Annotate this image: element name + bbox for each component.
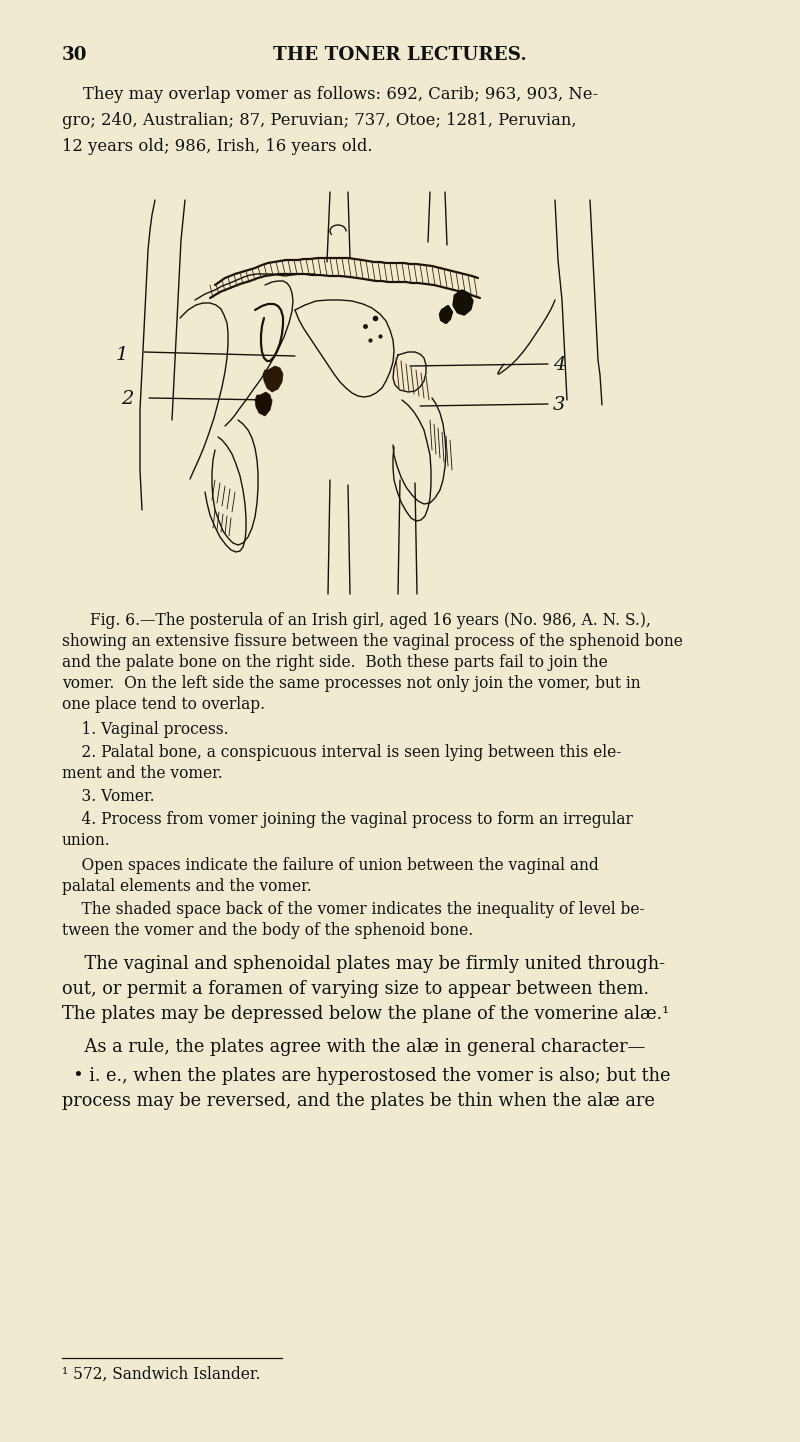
Text: union.: union. — [62, 832, 110, 849]
Text: ¹ 572, Sandwich Islander.: ¹ 572, Sandwich Islander. — [62, 1366, 261, 1383]
Text: The plates may be depressed below the plane of the vomerine alæ.¹: The plates may be depressed below the pl… — [62, 1005, 669, 1022]
Polygon shape — [440, 306, 452, 323]
Polygon shape — [255, 392, 272, 415]
Text: • i. e., when the plates are hyperostosed the vomer is also; but the: • i. e., when the plates are hyperostose… — [62, 1067, 670, 1084]
Text: process may be reversed, and the plates be thin when the alæ are: process may be reversed, and the plates … — [62, 1092, 655, 1110]
Text: 3: 3 — [553, 397, 566, 414]
Text: palatal elements and the vomer.: palatal elements and the vomer. — [62, 878, 312, 895]
Text: out, or permit a foramen of varying size to appear between them.: out, or permit a foramen of varying size… — [62, 981, 649, 998]
Text: The shaded space back of the vomer indicates the inequality of level be-: The shaded space back of the vomer indic… — [62, 901, 645, 919]
Text: 2: 2 — [121, 389, 133, 408]
Text: gro; 240, Australian; 87, Peruvian; 737, Otoe; 1281, Peruvian,: gro; 240, Australian; 87, Peruvian; 737,… — [62, 112, 577, 128]
Text: and the palate bone on the right side.  Both these parts fail to join the: and the palate bone on the right side. B… — [62, 655, 608, 671]
Text: THE TONER LECTURES.: THE TONER LECTURES. — [273, 46, 527, 63]
Polygon shape — [263, 366, 283, 392]
Text: ment and the vomer.: ment and the vomer. — [62, 766, 222, 782]
Text: As a rule, the plates agree with the alæ in general character—: As a rule, the plates agree with the alæ… — [62, 1038, 646, 1056]
Text: The vaginal and sphenoidal plates may be firmly united through-: The vaginal and sphenoidal plates may be… — [62, 955, 665, 973]
Text: 2. Palatal bone, a conspicuous interval is seen lying between this ele-: 2. Palatal bone, a conspicuous interval … — [62, 744, 622, 761]
Text: 1: 1 — [116, 346, 128, 363]
Text: Fig. 6.—The posterula of an Irish girl, aged 16 years (No. 986, A. N. S.),: Fig. 6.—The posterula of an Irish girl, … — [90, 611, 651, 629]
Text: tween the vomer and the body of the sphenoid bone.: tween the vomer and the body of the sphe… — [62, 921, 474, 939]
Text: 3. Vomer.: 3. Vomer. — [62, 787, 154, 805]
Text: Open spaces indicate the failure of union between the vaginal and: Open spaces indicate the failure of unio… — [62, 857, 598, 874]
Text: vomer.  On the left side the same processes not only join the vomer, but in: vomer. On the left side the same process… — [62, 675, 641, 692]
Text: They may overlap vomer as follows: 692, Carib; 963, 903, Ne-: They may overlap vomer as follows: 692, … — [62, 87, 598, 102]
Text: 4: 4 — [553, 356, 566, 373]
Text: one place tend to overlap.: one place tend to overlap. — [62, 696, 265, 712]
Polygon shape — [454, 291, 472, 314]
Text: 1. Vaginal process.: 1. Vaginal process. — [62, 721, 229, 738]
Text: 12 years old; 986, Irish, 16 years old.: 12 years old; 986, Irish, 16 years old. — [62, 138, 373, 154]
Text: 30: 30 — [62, 46, 87, 63]
Text: showing an extensive fissure between the vaginal process of the sphenoid bone: showing an extensive fissure between the… — [62, 633, 683, 650]
Text: 4. Process from vomer joining the vaginal process to form an irregular: 4. Process from vomer joining the vagina… — [62, 810, 633, 828]
